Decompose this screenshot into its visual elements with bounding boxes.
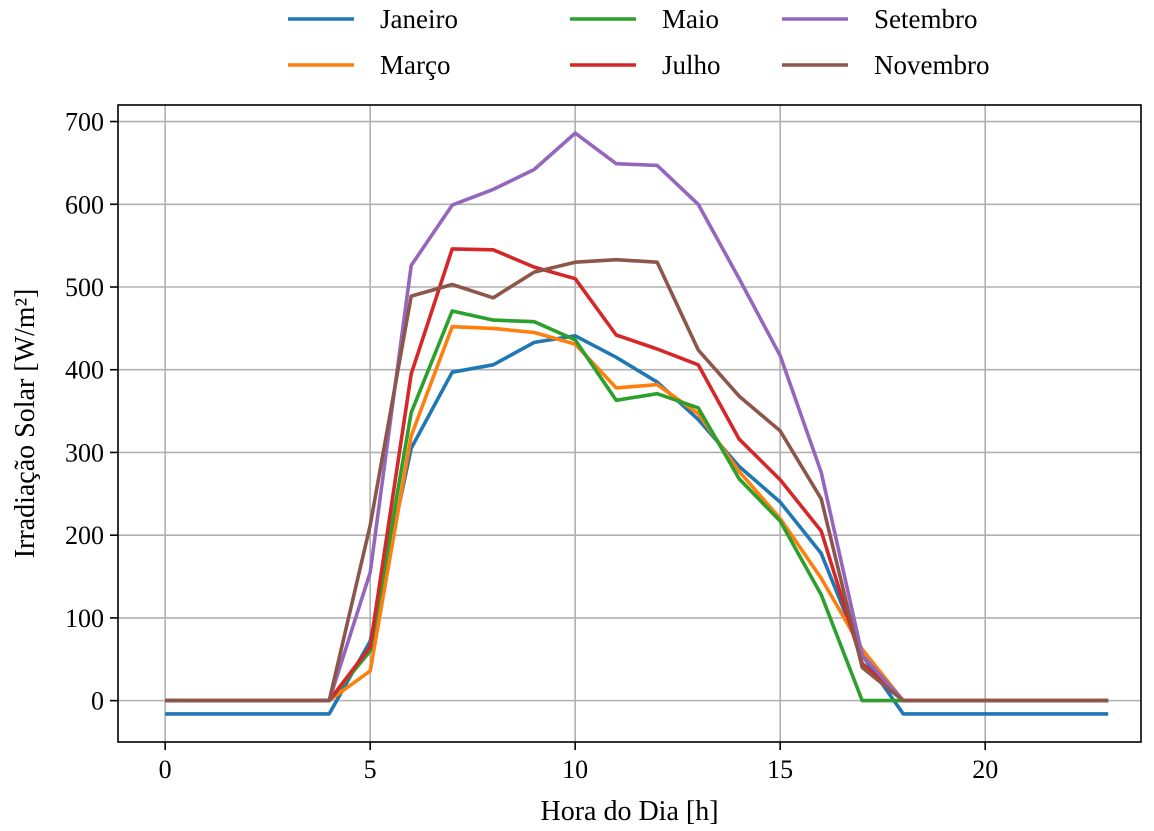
series-line-julho [165, 247, 1109, 703]
x-tick-label: 10 [562, 755, 588, 784]
x-tick-label: 20 [972, 755, 998, 784]
y-tick-label: 500 [65, 273, 104, 302]
series-line-setembro [165, 131, 1109, 703]
legend-label: Novembro [874, 50, 989, 80]
legend-item: Março [288, 50, 450, 80]
x-tick-label: 15 [767, 755, 793, 784]
y-tick-label: 700 [65, 108, 104, 137]
legend-label: Março [380, 50, 450, 80]
x-tick-label: 0 [159, 755, 172, 784]
legend-item: Novembro [782, 50, 989, 80]
legend-label: Setembro [874, 4, 977, 34]
series-line-janeiro [165, 333, 1109, 716]
series-line-novembro [165, 257, 1109, 703]
legend-item: Janeiro [288, 4, 458, 34]
legend-label: Janeiro [380, 4, 458, 34]
series-line-mar-o [165, 324, 1109, 703]
grid [118, 105, 1141, 742]
series-lines [165, 131, 1109, 716]
legend-item: Setembro [782, 4, 977, 34]
legend-label: Julho [662, 50, 721, 80]
y-tick-label: 600 [65, 190, 104, 219]
y-tick-label: 200 [65, 521, 104, 550]
x-tick-label: 5 [364, 755, 377, 784]
legend-label: Maio [662, 4, 719, 34]
legend-item: Julho [570, 50, 721, 80]
x-axis-label: Hora do Dia [h] [540, 796, 718, 827]
y-axis-label: Irradiação Solar [W/m²] [10, 289, 41, 559]
legend: Janeiro Março Maio Julho Setembro Novembro [288, 4, 989, 80]
y-tick-label: 100 [65, 604, 104, 633]
y-tick-label: 400 [65, 356, 104, 385]
y-tick-label: 300 [65, 438, 104, 467]
y-tick-label: 0 [91, 687, 104, 716]
plot-frame [117, 104, 1142, 743]
legend-item: Maio [570, 4, 719, 34]
